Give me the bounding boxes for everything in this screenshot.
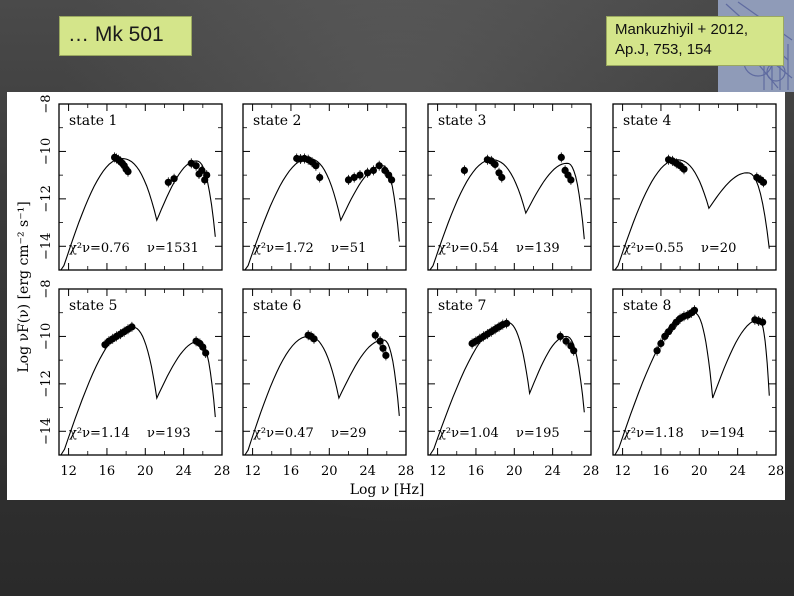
x-tick-label: 24	[729, 464, 746, 479]
y-axis-label: Log νF(ν) [erg cm⁻² s⁻¹]	[16, 201, 32, 372]
x-tick-label: 16	[99, 464, 116, 479]
x-tick-label: 16	[653, 464, 670, 479]
panel-chi2-label: χ²ν=1.72	[253, 241, 314, 256]
panel-nu-label: ν=195	[516, 426, 560, 441]
panel-state-label: state 8	[623, 298, 671, 314]
panel-frame	[427, 103, 592, 271]
panel-nu-label: ν=194	[701, 426, 745, 441]
panel-frame	[612, 288, 777, 456]
panel-state-label: state 7	[438, 298, 486, 314]
x-tick-label: 28	[214, 464, 231, 479]
x-tick-label: 20	[506, 464, 523, 479]
x-axis-label: Log ν [Hz]	[350, 482, 425, 498]
model-curve	[429, 159, 585, 271]
y-tick-label: −14	[39, 233, 54, 260]
sed-panel-2: state 2 χ²ν=1.72 ν=51	[242, 103, 407, 271]
panel-chi2-label: χ²ν=1.14	[69, 426, 130, 441]
panel-nu-label: ν=1531	[147, 241, 199, 256]
panel-nu-label: ν=29	[331, 426, 366, 441]
x-tick-label: 12	[60, 464, 77, 479]
sed-panel-3: state 3 χ²ν=0.54 ν=139	[427, 103, 592, 271]
panel-chi2-label: χ²ν=0.55	[623, 241, 684, 256]
panel-frame	[242, 288, 407, 456]
x-tick-label: 28	[768, 464, 785, 479]
panel-nu-label: ν=20	[701, 241, 736, 256]
panel-frame	[242, 103, 407, 271]
sed-panel-1: state 1 χ²ν=0.76 ν=1531 −8 −10 −12 −14	[39, 94, 223, 271]
x-tick-label: 16	[468, 464, 485, 479]
reference-line-1: Mankuzhiyil + 2012,	[615, 21, 748, 38]
x-tick-label: 12	[614, 464, 631, 479]
y-tick-label: −14	[39, 418, 54, 445]
x-tick-label: 12	[429, 464, 446, 479]
y-tick-label: −10	[39, 138, 54, 165]
panel-chi2-label: χ²ν=0.47	[253, 426, 314, 441]
x-tick-label: 24	[544, 464, 561, 479]
x-tick-label: 28	[398, 464, 415, 479]
panel-state-label: state 2	[253, 113, 301, 129]
panel-chi2-label: χ²ν=1.18	[623, 426, 684, 441]
sed-panel-5: state 5 χ²ν=1.14 ν=193 −8 −10 −12 −14 12 16 20 24 2…	[39, 279, 230, 479]
x-tick-label: 20	[321, 464, 338, 479]
panel-nu-label: ν=139	[516, 241, 560, 256]
x-tick-label: 20	[137, 464, 154, 479]
panel-chi2-label: χ²ν=1.04	[438, 426, 499, 441]
panel-frame	[58, 288, 223, 456]
panel-nu-label: ν=51	[331, 241, 366, 256]
y-tick-label: −10	[39, 323, 54, 350]
panel-state-label: state 5	[69, 298, 117, 314]
sed-panel-4: state 4 χ²ν=0.55 ν=20	[612, 103, 777, 271]
panel-state-label: state 6	[253, 298, 302, 314]
panel-state-label: state 1	[69, 113, 117, 129]
slide-title: … Mk 501	[59, 16, 192, 56]
sed-figure: state 1 χ²ν=0.76 ν=1531 −8 −10 −12 −14 state 2 χ…	[7, 92, 785, 500]
panel-chi2-label: χ²ν=0.76	[69, 241, 130, 256]
x-tick-label: 24	[175, 464, 192, 479]
y-tick-label: −12	[39, 370, 54, 397]
panel-state-label: state 4	[623, 113, 672, 129]
sed-panel-6: state 6 χ²ν=0.47 ν=29 12 16 20 24 28	[242, 288, 415, 479]
sed-chart: state 1 χ²ν=0.76 ν=1531 −8 −10 −12 −14 state 2 χ…	[16, 94, 785, 498]
panel-chi2-label: χ²ν=0.54	[438, 241, 499, 256]
x-tick-label: 20	[691, 464, 708, 479]
x-tick-label: 28	[583, 464, 600, 479]
y-tick-label: −8	[39, 279, 54, 298]
y-tick-label: −12	[39, 185, 54, 212]
x-tick-label: 16	[283, 464, 300, 479]
panel-frame	[58, 103, 223, 271]
panel-frame	[612, 103, 777, 271]
sed-panel-8: state 8 χ²ν=1.18 ν=194 12 16 20 24 28	[612, 288, 785, 479]
panel-nu-label: ν=193	[147, 426, 191, 441]
reference-citation: Mankuzhiyil + 2012, Ap.J, 753, 154	[606, 16, 784, 66]
panel-state-label: state 3	[438, 113, 486, 129]
reference-line-2: Ap.J, 753, 154	[615, 41, 712, 58]
sed-panel-7: state 7 χ²ν=1.04 ν=195 12 16 20 24 28	[427, 288, 600, 479]
x-tick-label: 24	[359, 464, 376, 479]
model-curve	[614, 159, 770, 271]
panel-frame	[427, 288, 592, 456]
x-tick-label: 12	[244, 464, 261, 479]
y-tick-label: −8	[39, 94, 54, 113]
